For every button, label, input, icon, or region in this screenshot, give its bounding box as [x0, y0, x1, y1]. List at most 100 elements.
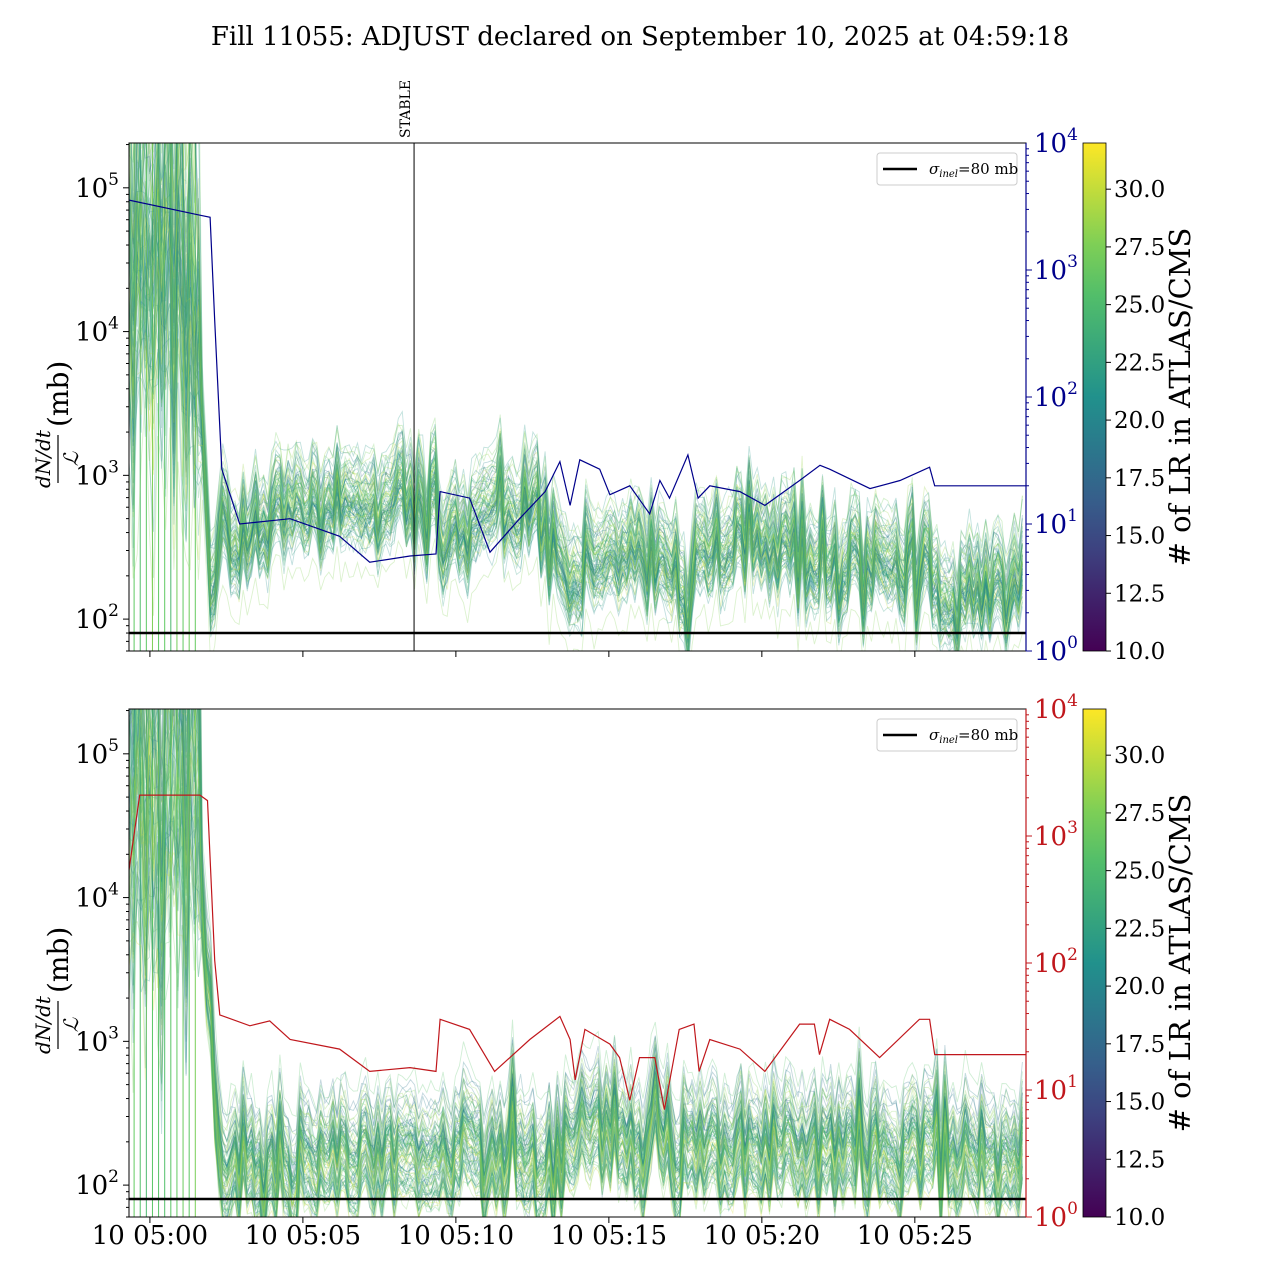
band-trace: [143, 709, 1023, 1166]
band-trace: [129, 709, 1023, 1217]
tick-base: 10: [1034, 949, 1067, 979]
tick-exponent: 2: [1067, 379, 1078, 399]
band-trace: [129, 709, 1023, 1217]
band-trace: [129, 766, 1023, 1217]
band-trace: [129, 143, 1023, 629]
colorbar-label: # of LR in ATLAS/CMS: [1163, 228, 1197, 567]
band-trace: [141, 709, 1023, 1168]
band-trace: [129, 143, 1023, 638]
band-trace: [129, 709, 1023, 1209]
tick-base: 10: [1034, 510, 1067, 540]
band-trace: [129, 714, 1023, 1217]
ylabel-numerator: dN/dt: [31, 429, 55, 488]
band-trace: [129, 243, 1023, 651]
colorbar-tick-label: 17.5: [1114, 466, 1165, 492]
y-tick-label: 104: [75, 314, 119, 348]
band-trace: [129, 709, 1023, 1187]
x-tick-label: 10 05:05: [245, 1221, 361, 1251]
band-trace: [129, 769, 1023, 1217]
band-trace: [129, 143, 1023, 635]
band-trace: [129, 709, 1023, 1193]
tick-exponent: 5: [108, 170, 119, 190]
band-trace: [129, 187, 1023, 637]
tick-exponent: 4: [1067, 691, 1078, 711]
band-trace: [129, 143, 1023, 614]
band-trace: [129, 143, 1023, 637]
band-trace: [129, 709, 1023, 1217]
tick-exponent: 2: [1067, 945, 1078, 965]
band-trace: [129, 752, 1023, 1217]
band-trace: [129, 709, 1023, 1195]
band-trace: [129, 143, 1023, 613]
band-trace: [130, 143, 1023, 596]
band-trace: [129, 158, 1023, 641]
y2-tick-label: 101: [1034, 1072, 1078, 1106]
band-trace: [129, 713, 1023, 1216]
y-axis-label: dN/dt ℒ (mb): [31, 361, 83, 488]
band-trace: [129, 709, 1023, 1189]
band-trace: [129, 220, 1023, 646]
colorbar-tick-label: 20.0: [1114, 974, 1165, 1000]
band-trace: [131, 143, 1023, 580]
band-trace: [129, 709, 1023, 1217]
band-trace: [129, 143, 1023, 634]
band-trace: [129, 709, 1023, 1187]
secondary-series-line: [129, 199, 1026, 563]
band-trace: [131, 709, 1023, 1179]
tick-base: 10: [75, 318, 108, 348]
band-trace: [129, 143, 1023, 595]
band-trace: [129, 787, 1023, 1217]
band-trace: [129, 709, 1023, 1162]
band-trace: [129, 143, 1023, 634]
y-tick-label: 105: [75, 736, 119, 770]
band-trace: [129, 709, 1023, 1194]
colorbar-tick-label: 10.0: [1114, 639, 1165, 665]
band-trace: [129, 787, 1023, 1217]
y2-tick-label: 100: [1034, 1199, 1078, 1233]
band-trace: [129, 143, 1023, 615]
band-trace: [129, 321, 1023, 651]
legend-box: [876, 152, 1018, 186]
band-trace: [129, 143, 1023, 634]
band-trace: [129, 709, 1023, 1206]
band-trace: [129, 227, 1023, 651]
band-trace: [130, 709, 1023, 1175]
band-trace: [130, 143, 1023, 605]
legend-sub: inel: [939, 169, 958, 180]
panel-bottom: 10 05:00 10 05:05 10 05:10 10 05:15 10 05:20…: [31, 691, 1078, 1251]
y-tick-label: 102: [75, 1167, 119, 1201]
band-trace: [129, 240, 1023, 651]
band-trace: [129, 211, 1023, 651]
legend-label: σinel=80 mb: [929, 726, 1018, 746]
band-trace: [132, 709, 1023, 1189]
y2-tick-label: 102: [1034, 945, 1078, 979]
band-trace: [129, 191, 1023, 651]
tick-exponent: 4: [1067, 125, 1078, 145]
band-trace: [129, 143, 1023, 616]
band-trace: [129, 198, 1023, 646]
y2-tick-label: 104: [1034, 125, 1078, 159]
tick-base: 10: [75, 1027, 108, 1057]
tick-base: 10: [75, 884, 108, 914]
band-trace: [129, 233, 1023, 651]
band-trace: [129, 758, 1023, 1217]
legend-sigma: σ: [929, 726, 940, 744]
tick-base: 10: [75, 1171, 108, 1201]
band-trace: [129, 143, 1023, 624]
band-trace: [129, 181, 1023, 630]
band-trace: [129, 194, 1023, 651]
band-trace: [132, 709, 1023, 1171]
band-trace: [129, 143, 1023, 631]
plot-area: [129, 709, 1026, 1217]
band-trace: [160, 709, 1023, 1160]
band-trace: [129, 709, 1023, 1214]
band-trace: [129, 709, 1023, 1178]
band-trace: [129, 143, 1023, 630]
ylabel-numerator: dN/dt: [31, 995, 55, 1054]
y2-tick-label: 101: [1034, 506, 1078, 540]
band-trace: [129, 849, 1023, 1217]
band-trace: [129, 245, 1023, 651]
colorbar-tick-label: 15.0: [1114, 524, 1165, 550]
x-tick-label: 10 05:15: [551, 1221, 667, 1251]
